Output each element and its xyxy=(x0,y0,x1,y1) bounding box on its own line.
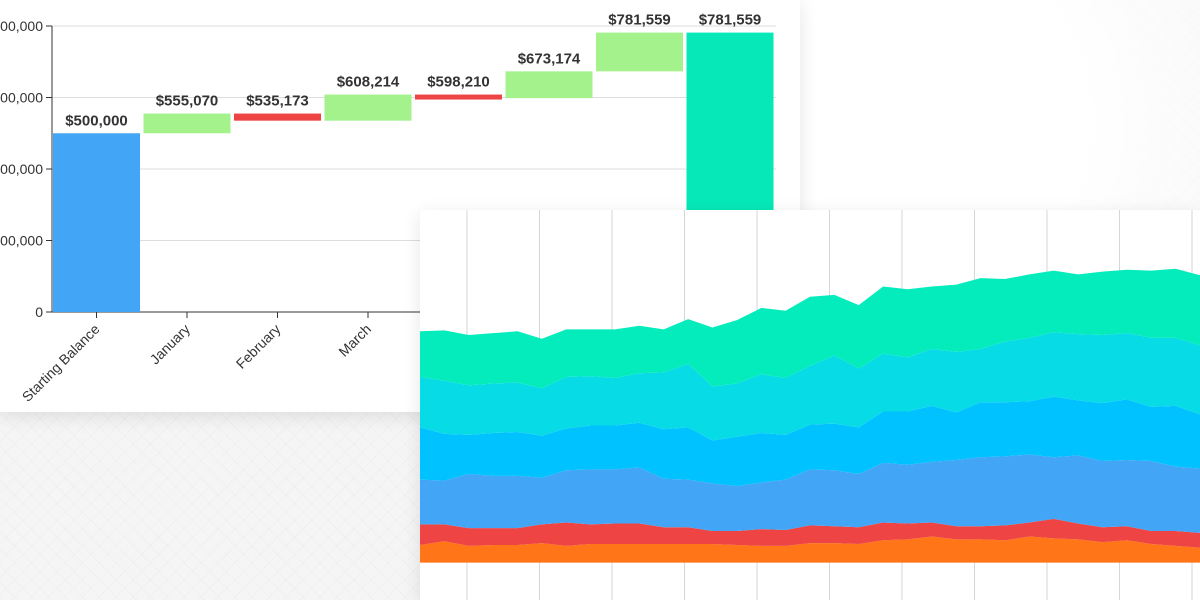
waterfall-bar-start xyxy=(53,133,140,312)
stream-area-cyan xyxy=(420,332,1200,441)
y-tick-label: 00,000 xyxy=(0,18,43,34)
y-tick-label: 00,000 xyxy=(0,233,43,249)
x-tick-label: January xyxy=(147,321,194,368)
waterfall-bar-increase xyxy=(324,94,412,121)
waterfall-bar-decrease xyxy=(234,113,321,121)
x-tick-label: February xyxy=(233,321,284,372)
data-label: $608,214 xyxy=(337,74,400,91)
stream-chart-card xyxy=(420,210,1200,600)
stream-area-sky xyxy=(420,396,1200,487)
stream-area-orange xyxy=(420,536,1200,563)
data-label: $673,174 xyxy=(518,50,581,67)
data-label: $781,559 xyxy=(608,12,671,29)
stream-area-blue xyxy=(420,454,1200,533)
waterfall-bar-increase xyxy=(143,113,231,134)
y-tick-label: 00,000 xyxy=(0,90,43,106)
waterfall-bar-decrease xyxy=(415,94,502,100)
y-tick-label: 0 xyxy=(35,304,43,320)
stream-chart xyxy=(420,210,1200,600)
data-label: $555,070 xyxy=(156,93,219,110)
waterfall-bar-increase xyxy=(505,71,593,99)
data-label: $781,559 xyxy=(699,12,762,29)
data-label: $535,173 xyxy=(246,93,309,110)
stream-area-green xyxy=(420,268,1200,389)
data-label: $598,210 xyxy=(427,74,490,91)
x-tick-label: March xyxy=(335,321,374,360)
y-tick-label: 00,000 xyxy=(0,161,43,177)
data-label: $500,000 xyxy=(65,112,128,129)
x-tick-label: Starting Balance xyxy=(19,321,103,405)
stream-area-red xyxy=(420,518,1200,548)
waterfall-chart: 0 00,000 00,000 00,000 00,000 $500,000 $555,07… xyxy=(0,12,776,405)
waterfall-bar-increase xyxy=(596,32,683,72)
